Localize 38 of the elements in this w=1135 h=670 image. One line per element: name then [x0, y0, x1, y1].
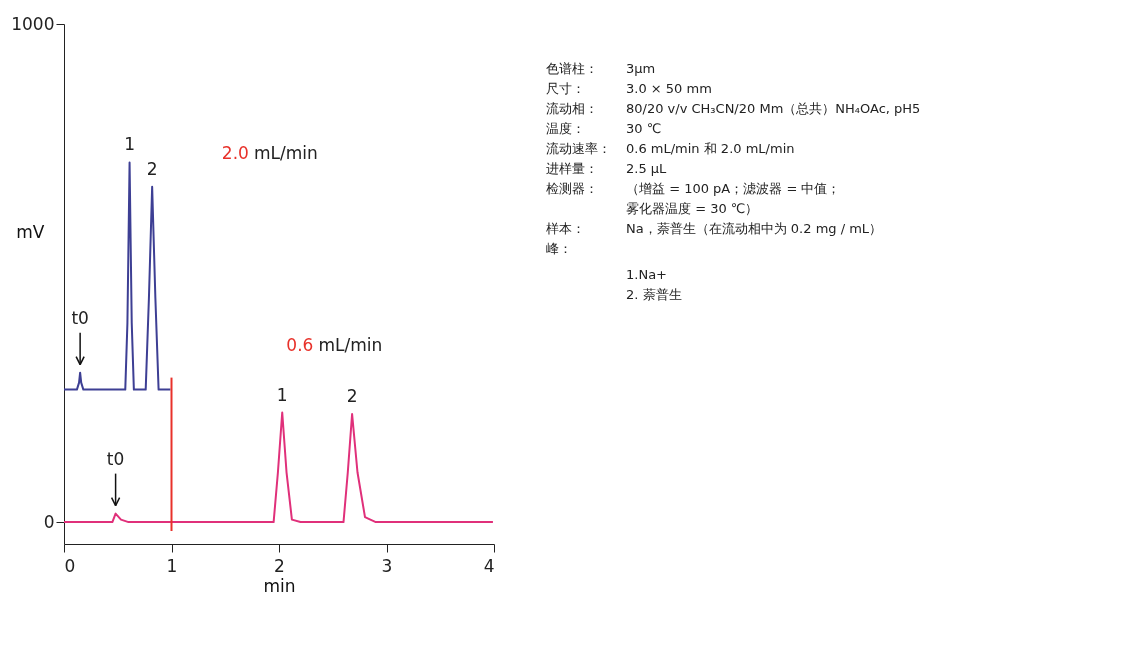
annotation: 2 [146, 158, 158, 179]
annotation: 1 [124, 134, 135, 155]
text: 尺寸： [546, 81, 585, 96]
text: 样本： [546, 221, 585, 236]
y-axis-title: mV [16, 221, 45, 242]
line-series [63, 161, 172, 391]
text: 进样量： [546, 161, 598, 176]
x-tick-label: 1 [166, 555, 178, 576]
annotation: 0.6 mL/min [286, 335, 383, 356]
y-tick-label: 1000 [11, 13, 55, 34]
annotation: 2.0 mL/min [221, 143, 318, 163]
text: 色谱柱： [546, 61, 598, 76]
x-tick-label: 3 [381, 555, 393, 576]
annotation: t0 [71, 307, 89, 328]
text: 3.0 × 50 mm [626, 81, 712, 96]
annotation: t0 [106, 448, 125, 469]
text: 2.5 μL [626, 161, 668, 176]
text: 温度： [546, 121, 585, 136]
text: 流动速率： [546, 141, 611, 156]
x-axis-title: min [263, 575, 296, 596]
text: 80/20 v/v CH₃CN/20 Mm（总共）NH₄OAc, pH5 [626, 101, 921, 116]
line-series [63, 411, 494, 524]
text: 1.Na+ [626, 267, 667, 282]
text: （增益 = 100 pA；滤波器 = 中值； [626, 181, 841, 196]
text: 检测器： [546, 181, 598, 196]
x-tick-label: 0 [64, 555, 76, 576]
text: Na，萘普生（在流动相中为 0.2 mg / mL） [626, 221, 883, 236]
text: 0.6 mL/min 和 2.0 mL/min [626, 141, 795, 156]
x-tick-label: 4 [483, 555, 495, 576]
text: 雾化器温度 = 30 ℃） [626, 201, 759, 216]
annotation: 1 [276, 384, 288, 405]
x-tick-label: 2 [274, 555, 285, 576]
text: 流动相： [546, 101, 598, 116]
text: 3μm [626, 61, 656, 76]
text: 30 ℃ [626, 121, 662, 136]
annotation: 2 [346, 386, 358, 406]
text: 2. 萘普生 [626, 287, 682, 302]
text: 峰： [546, 241, 572, 256]
